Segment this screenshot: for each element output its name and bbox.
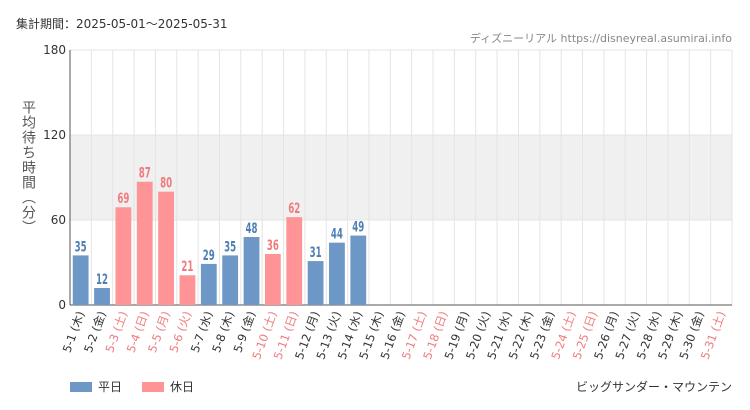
grid-band: [70, 135, 732, 220]
bar: [264, 254, 281, 305]
y-tick-label: 120: [43, 128, 66, 142]
legend: 平日 休日: [70, 378, 194, 395]
bar: [179, 275, 196, 305]
legend-swatch-weekday: [70, 381, 92, 392]
bar-value-label: 48: [246, 220, 258, 236]
bar-value-label: 12: [96, 271, 108, 287]
bar: [94, 288, 110, 305]
period-label: 集計期間：2025-05-01〜2025-05-31: [16, 17, 228, 31]
bar: [307, 261, 324, 305]
bar: [115, 207, 132, 305]
bar: [136, 181, 153, 305]
bar-value-label: 49: [352, 219, 364, 235]
bar-value-label: 87: [139, 165, 151, 181]
bar: [158, 191, 174, 305]
legend-label-holiday: 休日: [170, 380, 195, 394]
bar-value-label: 21: [181, 258, 193, 274]
bar: [200, 263, 217, 305]
bar-value-label: 62: [288, 200, 300, 216]
bar-value-label: 29: [203, 247, 215, 263]
legend-swatch-holiday: [142, 381, 165, 392]
legend-item-weekday: 平日: [70, 378, 122, 395]
bar: [286, 217, 303, 305]
bar: [329, 242, 345, 305]
bar: [350, 235, 367, 305]
bar-value-label: 36: [267, 237, 279, 253]
y-tick-label: 0: [58, 298, 66, 312]
bar: [222, 255, 239, 305]
legend-label-weekday: 平日: [98, 380, 123, 394]
bar: [72, 255, 89, 305]
bar-value-label: 44: [331, 226, 343, 242]
bar-value-label: 69: [117, 190, 129, 206]
bar-value-label: 31: [310, 244, 322, 260]
bar-value-label: 35: [224, 239, 236, 255]
bar-value-label: 35: [75, 239, 87, 255]
bar: [243, 237, 260, 305]
y-axis-title: 平均待ち時間（分）: [20, 100, 36, 235]
legend-item-holiday: 休日: [142, 378, 194, 395]
bar-value-label: 80: [160, 175, 172, 191]
attraction-name: ビッグサンダー・マウンテン: [575, 380, 732, 394]
source-label: ディズニーリアル https://disneyreal.asumirai.inf…: [469, 32, 732, 45]
y-tick-label: 180: [43, 43, 66, 57]
y-tick-label: 60: [51, 213, 66, 227]
